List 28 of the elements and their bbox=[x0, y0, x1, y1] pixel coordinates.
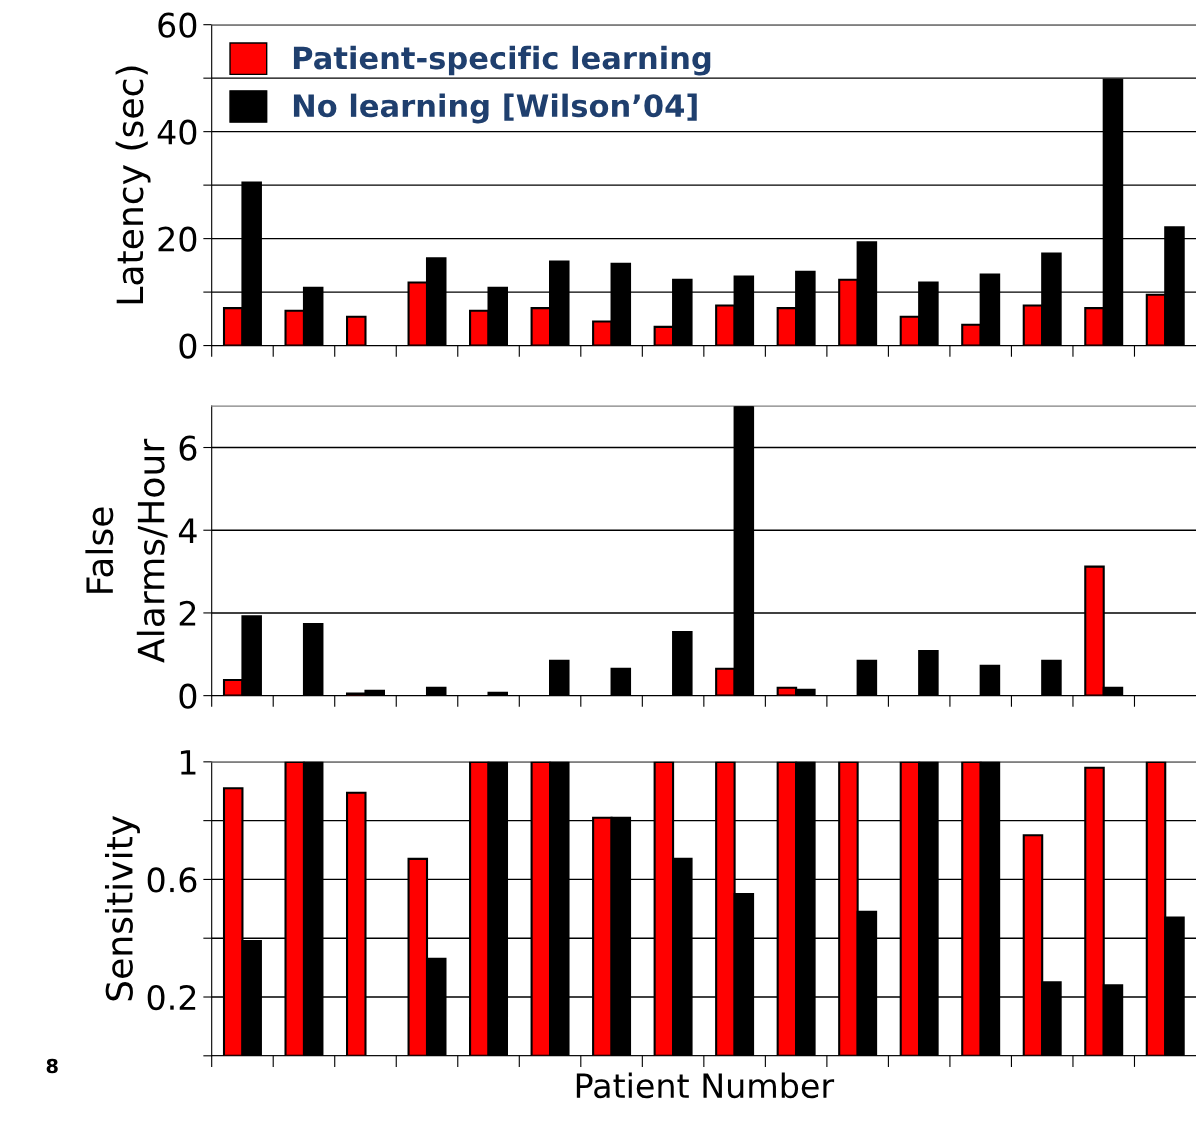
y-tick-label: 4 bbox=[178, 518, 197, 543]
bar bbox=[610, 667, 632, 696]
bar bbox=[345, 315, 367, 346]
legend-label: Patient-specific learning bbox=[293, 45, 711, 76]
y-tick-label: 0 bbox=[179, 333, 197, 359]
bar bbox=[425, 686, 447, 696]
bar bbox=[672, 630, 693, 696]
bar bbox=[979, 664, 1001, 696]
y-tick-label: 20 bbox=[158, 226, 197, 252]
bar bbox=[1041, 659, 1062, 696]
legend-label: No learning [Wilson’04] bbox=[293, 93, 697, 124]
y-tick-label: 0.2 bbox=[147, 984, 196, 1011]
bar bbox=[302, 623, 324, 696]
y-axis-title: Sensitivity bbox=[104, 815, 140, 1001]
y-tick-label: 60 bbox=[158, 12, 197, 38]
x-axis-title: Patient Number bbox=[576, 1072, 835, 1099]
y-axis-title: Latency (sec) bbox=[115, 66, 151, 304]
y-tick-label: 6 bbox=[179, 435, 197, 461]
bar bbox=[549, 659, 570, 696]
y-tick-label: 0.6 bbox=[147, 867, 197, 893]
y-tick-label: 0 bbox=[179, 683, 197, 709]
y-axis-title: False Alarms/Hour bbox=[85, 438, 168, 663]
bar bbox=[856, 659, 878, 696]
y-tick-label: 40 bbox=[157, 119, 197, 145]
y-tick-label: 1 bbox=[180, 750, 196, 775]
text: 8 bbox=[46, 1058, 58, 1074]
bar bbox=[918, 649, 939, 696]
y-tick-label: 2 bbox=[179, 600, 196, 626]
